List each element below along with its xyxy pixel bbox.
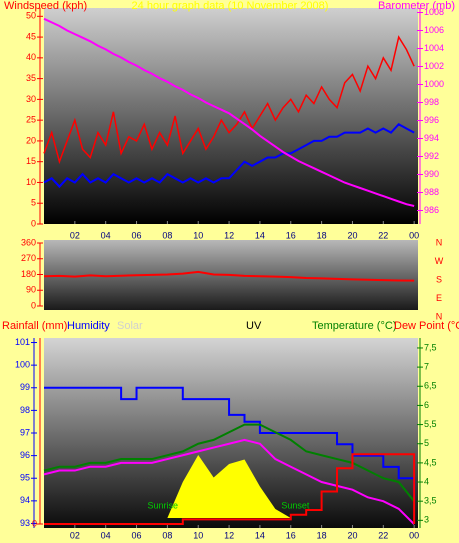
series-line	[43, 35, 415, 165]
tick-label: 0	[31, 300, 36, 310]
tick-label: 93	[20, 518, 30, 528]
tick-label: 1000	[424, 79, 444, 89]
tick-label: 1006	[424, 25, 444, 35]
x-tick-label: 10	[193, 530, 203, 540]
tick-label: 30	[26, 94, 36, 104]
tick-label: 5,5	[424, 419, 437, 429]
rain-label: Rainfall (mm)	[2, 320, 67, 332]
tick-label: 4	[424, 476, 429, 486]
series-line	[43, 438, 415, 525]
humidity-label: Humidity	[67, 320, 110, 332]
tick-label: 3	[424, 515, 429, 525]
tick-label: 20	[26, 135, 36, 145]
series-line	[44, 453, 416, 525]
tick-label: 98	[20, 405, 30, 415]
tick-label: 0	[32, 518, 37, 528]
solar-area	[44, 455, 415, 518]
x-tick-label: 16	[286, 230, 296, 240]
tick-label: 95	[20, 473, 30, 483]
y2-axis-label: Barometer (mb)	[378, 0, 455, 12]
tick-label: 5	[31, 198, 36, 208]
chart-title: 24 hour graph data (10 November 2008)	[132, 0, 329, 12]
x-tick-label: 08	[162, 530, 172, 540]
tick-label: 15	[26, 156, 36, 166]
compass-label: N	[436, 311, 443, 321]
compass-label: S	[436, 274, 442, 284]
tick-label: 1002	[424, 61, 444, 71]
series-line	[43, 123, 415, 189]
tick-label: 7,5	[424, 342, 437, 352]
tick-label: 10	[26, 177, 36, 187]
tick-label: 992	[424, 151, 439, 161]
x-tick-label: 12	[224, 230, 234, 240]
x-tick-label: 16	[286, 530, 296, 540]
x-tick-label: 20	[347, 230, 357, 240]
tick-label: 40	[26, 52, 36, 62]
y-axis-label: Windspeed (kph)	[4, 0, 87, 12]
x-tick-label: 08	[162, 230, 172, 240]
tick-label: 0	[31, 218, 36, 228]
tick-label: 25	[26, 115, 36, 125]
x-tick-label: 02	[70, 530, 80, 540]
tick-label: 101	[15, 337, 30, 347]
tick-label: 50	[26, 11, 36, 21]
compass-label: E	[436, 293, 442, 303]
tick-label: 5	[424, 438, 429, 448]
x-tick-label: 18	[317, 230, 327, 240]
x-tick-label: 10	[193, 230, 203, 240]
tick-label: 4,5	[424, 457, 437, 467]
tick-label: 94	[20, 495, 30, 505]
x-tick-label: 00	[409, 530, 419, 540]
tick-label: 996	[424, 115, 439, 125]
tick-label: 6	[424, 400, 429, 410]
x-tick-label: 04	[101, 530, 111, 540]
tick-label: 96	[20, 450, 30, 460]
tick-label: 100	[15, 360, 30, 370]
tick-label: 1008	[424, 7, 444, 17]
tick-label: 97	[20, 427, 30, 437]
annotation: Sunset	[281, 500, 310, 510]
x-tick-label: 00	[409, 230, 419, 240]
tick-label: 35	[26, 73, 36, 83]
temperature-label: Temperature (°C)	[312, 320, 396, 332]
dewpoint-label: Dew Point (°C)	[394, 320, 459, 332]
plot-area	[44, 8, 418, 224]
tick-label: 998	[424, 97, 439, 107]
tick-label: 270	[21, 253, 36, 263]
tick-label: 1004	[424, 43, 444, 53]
x-tick-label: 14	[255, 530, 265, 540]
tick-label: 988	[424, 187, 439, 197]
tick-label: 986	[424, 205, 439, 215]
tick-label: 180	[21, 269, 36, 279]
x-tick-label: 14	[255, 230, 265, 240]
series-line	[43, 270, 415, 282]
tick-label: 6,5	[424, 381, 437, 391]
x-tick-label: 12	[224, 530, 234, 540]
series-line	[44, 386, 416, 501]
tick-label: 90	[26, 285, 36, 295]
x-tick-label: 06	[132, 530, 142, 540]
tick-label: 994	[424, 133, 439, 143]
compass-label: W	[435, 256, 444, 266]
annotation: Sunrise	[147, 500, 178, 510]
uv-label: UV	[246, 320, 262, 332]
tick-label: 3,5	[424, 496, 437, 506]
series-line	[43, 17, 415, 207]
tick-label: 45	[26, 31, 36, 41]
x-tick-label: 04	[101, 230, 111, 240]
tick-label: 990	[424, 169, 439, 179]
x-tick-label: 18	[317, 530, 327, 540]
x-tick-label: 02	[70, 230, 80, 240]
solar-label: Solar	[117, 320, 143, 332]
tick-label: 7	[424, 361, 429, 371]
x-tick-label: 06	[132, 230, 142, 240]
x-tick-label: 22	[378, 230, 388, 240]
tick-label: 360	[21, 237, 36, 247]
tick-label: 99	[20, 382, 30, 392]
x-tick-label: 22	[378, 530, 388, 540]
x-tick-label: 20	[347, 530, 357, 540]
compass-label: N	[436, 237, 443, 247]
